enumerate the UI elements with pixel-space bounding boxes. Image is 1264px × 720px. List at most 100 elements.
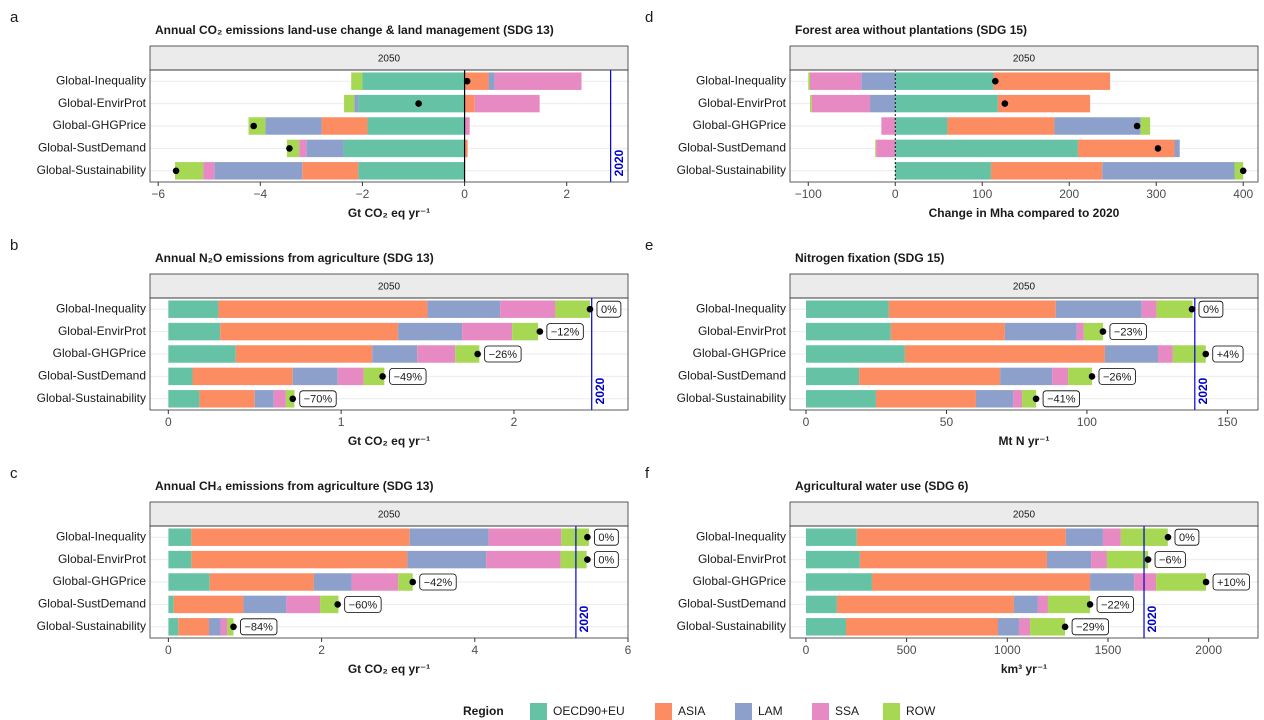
bar-segment (1156, 300, 1193, 318)
bar-segment (168, 390, 200, 408)
total-dot (409, 578, 417, 586)
bar-segment (191, 528, 410, 546)
total-label-text: −26% (1103, 371, 1132, 383)
x-tick-label: −100 (795, 187, 822, 201)
x-axis-label: Mt N yr⁻¹ (999, 434, 1050, 448)
bar-segment (805, 595, 837, 614)
bar-segment (1068, 367, 1092, 386)
x-tick-label: 1500 (1095, 643, 1122, 657)
x-tick-label: 150 (1217, 415, 1237, 429)
bar-segment (1046, 550, 1092, 569)
bar-segment (1156, 573, 1207, 591)
plot-border (789, 525, 1259, 639)
total-dot (1239, 167, 1247, 175)
bar-segment (806, 345, 905, 363)
y-tick-label: Global-Sustainability (677, 619, 786, 633)
y-tick-label: Global-EnvirProt (58, 552, 147, 566)
facet-label: 2050 (378, 54, 401, 65)
total-label-text: −23% (1114, 327, 1143, 339)
bar-segment (358, 94, 465, 113)
bar-segment (168, 573, 210, 591)
total-label-text: 0% (598, 555, 614, 567)
legend-label: LAM (758, 704, 783, 718)
bar-segment (1013, 390, 1023, 408)
bar-segment (398, 573, 413, 591)
plot-border (149, 525, 629, 639)
bar-segment (248, 117, 266, 135)
bar-segment (199, 390, 255, 408)
bar-segment (409, 528, 489, 546)
bar-segment (209, 573, 314, 591)
total-dot (1154, 145, 1162, 152)
bar-segment (168, 367, 193, 386)
total-label: +4% (1212, 345, 1244, 363)
bar-segment (895, 94, 998, 113)
facet-label: 2050 (1013, 510, 1036, 521)
bar-segment (1102, 528, 1121, 546)
total-label: −60% (344, 596, 382, 613)
bar-segment (218, 300, 428, 318)
bar-segment (1104, 345, 1158, 363)
total-label-box (1098, 367, 1136, 385)
bar-segment (895, 117, 948, 135)
bar-segment (1106, 550, 1149, 569)
bar-segment (1141, 300, 1157, 318)
total-label-box (344, 596, 382, 613)
facet-strip (149, 501, 629, 527)
total-label: 0% (596, 300, 622, 318)
facet-label: 2050 (378, 282, 401, 293)
total-label-box (1042, 390, 1080, 408)
bar-segment (1018, 618, 1031, 636)
x-tick-label: 0 (165, 415, 172, 429)
bar-segment (488, 72, 495, 90)
panel-letter: b (10, 237, 18, 254)
bar-segment (859, 550, 1047, 569)
total-label: −84% (240, 618, 278, 636)
total-label-box (389, 367, 427, 385)
total-label: −12% (546, 323, 584, 341)
bar-segment (806, 322, 891, 341)
x-axis-label: km³ yr⁻¹ (1001, 662, 1047, 676)
legend-label: ROW (906, 704, 936, 718)
bar-segment (175, 162, 204, 180)
bar-segment (876, 139, 896, 158)
facet-label: 2050 (1013, 282, 1036, 293)
bar-segment (313, 573, 352, 591)
bar-segment (464, 117, 470, 135)
x-tick-label: 2000 (1195, 643, 1222, 657)
y-tick-label: Global-GHGPrice (693, 346, 787, 360)
bar-segment (561, 528, 589, 546)
bar-segment (192, 367, 293, 386)
total-dot (463, 77, 471, 85)
bar-segment (1022, 390, 1037, 408)
bar-segment (464, 72, 489, 90)
bar-segment (895, 139, 1078, 158)
bar-segment (1030, 618, 1066, 636)
y-tick-label: Global-Inequality (56, 529, 146, 543)
total-dot (334, 601, 341, 608)
y-tick-label: Global-EnvirProt (698, 552, 787, 566)
total-label: −29% (1071, 618, 1109, 636)
y-tick-label: Global-EnvirProt (58, 96, 147, 110)
bar-segment (1083, 322, 1103, 341)
total-label-text: −26% (489, 349, 518, 361)
panel-title: Annual CH₄ emissions from agriculture (S… (155, 479, 433, 493)
y-tick-label: Global-SustDemand (38, 597, 146, 611)
total-dot (1164, 533, 1172, 541)
panel-letter: f (645, 465, 650, 482)
bar-segment (254, 390, 274, 408)
total-dot (250, 122, 257, 130)
plot-border (149, 297, 629, 411)
total-label-box (1071, 618, 1109, 636)
x-tick-label: 0 (803, 415, 810, 429)
y-tick-label: Global-Inequality (56, 301, 146, 315)
total-label-box (596, 300, 622, 318)
bar-segment (292, 367, 338, 386)
total-label-box (484, 345, 522, 363)
bar-segment (881, 117, 896, 135)
x-axis-label: Gt CO₂ eq yr⁻¹ (348, 206, 430, 220)
y-tick-label: Global-Sustainability (37, 163, 146, 177)
legend-swatch (812, 703, 829, 720)
total-label: −22% (1096, 596, 1134, 613)
bar-segment (1077, 139, 1175, 158)
